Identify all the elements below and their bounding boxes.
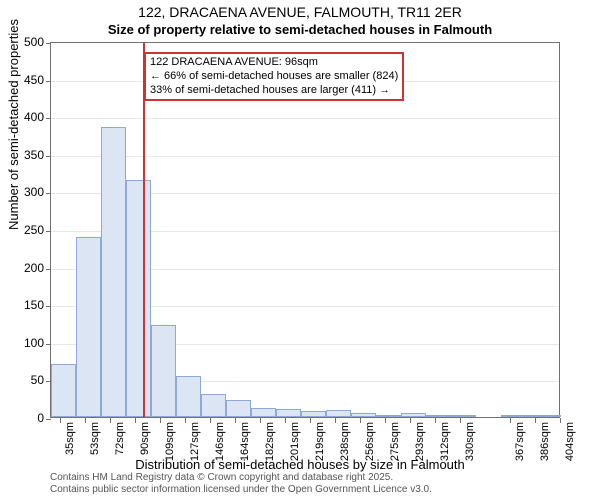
x-tick-mark (235, 418, 236, 423)
x-tick-mark (135, 418, 136, 423)
histogram-bar (251, 408, 276, 417)
y-tick-mark (46, 231, 51, 232)
histogram-bar (551, 415, 561, 417)
y-tick-label: 450 (14, 73, 44, 87)
y-tick-mark (46, 306, 51, 307)
callout-line2: ← 66% of semi-detached houses are smalle… (150, 70, 398, 84)
histogram-bar (126, 180, 151, 417)
x-tick-label: 146sqm (214, 422, 226, 461)
x-tick-mark (185, 418, 186, 423)
reference-callout: 122 DRACAENA AVENUE: 96sqm ← 66% of semi… (144, 52, 404, 101)
y-tick-label: 300 (14, 185, 44, 199)
histogram-bar (151, 325, 176, 417)
x-tick-label: 293sqm (414, 422, 426, 461)
y-tick-mark (46, 43, 51, 44)
y-tick-mark (46, 193, 51, 194)
histogram-bar (351, 413, 376, 418)
x-tick-label: 127sqm (189, 422, 201, 461)
x-tick-label: 312sqm (439, 422, 451, 461)
attribution-line1: Contains HM Land Registry data © Crown c… (50, 472, 432, 484)
x-tick-mark (435, 418, 436, 423)
histogram-bar (51, 364, 76, 417)
x-tick-mark (460, 418, 461, 423)
histogram-bar (76, 237, 101, 417)
attribution: Contains HM Land Registry data © Crown c… (50, 472, 432, 496)
x-tick-label: 182sqm (264, 422, 276, 461)
x-tick-label: 386sqm (539, 422, 551, 461)
histogram-bar (226, 400, 251, 417)
page-title-line1: 122, DRACAENA AVENUE, FALMOUTH, TR11 2ER (0, 4, 600, 20)
histogram-bar (301, 411, 326, 417)
x-tick-label: 256sqm (364, 422, 376, 461)
grid-line (51, 118, 559, 119)
y-tick-label: 350 (14, 148, 44, 162)
x-tick-label: 275sqm (389, 422, 401, 461)
histogram-bar (276, 409, 301, 417)
x-tick-mark (510, 418, 511, 423)
y-tick-mark (46, 118, 51, 119)
x-tick-mark (310, 418, 311, 423)
y-tick-mark (46, 419, 51, 420)
x-tick-mark (385, 418, 386, 423)
y-tick-label: 50 (14, 373, 44, 387)
x-tick-mark (285, 418, 286, 423)
y-tick-label: 200 (14, 261, 44, 275)
x-tick-label: 201sqm (289, 422, 301, 461)
histogram-bar (426, 415, 451, 417)
y-tick-label: 0 (14, 411, 44, 425)
callout-line3: 33% of semi-detached houses are larger (… (150, 84, 398, 98)
x-tick-mark (85, 418, 86, 423)
y-tick-mark (46, 156, 51, 157)
x-tick-label: 53sqm (89, 422, 101, 455)
x-tick-mark (110, 418, 111, 423)
x-tick-mark (60, 418, 61, 423)
x-tick-mark (335, 418, 336, 423)
x-tick-mark (160, 418, 161, 423)
x-tick-mark (560, 418, 561, 423)
y-tick-label: 150 (14, 298, 44, 312)
y-tick-label: 500 (14, 35, 44, 49)
y-tick-mark (46, 269, 51, 270)
x-tick-mark (410, 418, 411, 423)
histogram-bar (501, 415, 526, 417)
x-tick-label: 90sqm (139, 422, 151, 455)
y-tick-label: 100 (14, 336, 44, 350)
page-title-line2: Size of property relative to semi-detach… (0, 22, 600, 37)
x-tick-label: 238sqm (339, 422, 351, 461)
x-tick-mark (260, 418, 261, 423)
histogram-bar (526, 415, 551, 417)
histogram-bar (326, 410, 351, 417)
histogram-bar (201, 394, 226, 417)
x-tick-mark (535, 418, 536, 423)
x-tick-label: 72sqm (114, 422, 126, 455)
x-tick-label: 219sqm (314, 422, 326, 461)
attribution-line2: Contains public sector information licen… (50, 484, 432, 496)
x-tick-label: 367sqm (514, 422, 526, 461)
histogram-bar (376, 415, 401, 417)
x-tick-mark (210, 418, 211, 423)
x-tick-label: 109sqm (164, 422, 176, 461)
histogram-chart: 35sqm53sqm72sqm90sqm109sqm127sqm146sqm16… (50, 42, 560, 418)
histogram-bar (176, 376, 201, 417)
y-tick-mark (46, 81, 51, 82)
x-tick-label: 404sqm (564, 422, 576, 461)
histogram-bar (101, 127, 126, 417)
x-tick-label: 35sqm (64, 422, 76, 455)
grid-line (51, 156, 559, 157)
x-tick-label: 164sqm (239, 422, 251, 461)
histogram-bar (401, 413, 426, 417)
y-tick-label: 400 (14, 110, 44, 124)
y-tick-label: 250 (14, 223, 44, 237)
x-tick-mark (360, 418, 361, 423)
histogram-bar (451, 415, 476, 417)
x-tick-label: 330sqm (464, 422, 476, 461)
x-axis-label: Distribution of semi-detached houses by … (0, 457, 600, 472)
y-tick-mark (46, 344, 51, 345)
callout-line1: 122 DRACAENA AVENUE: 96sqm (150, 56, 398, 70)
